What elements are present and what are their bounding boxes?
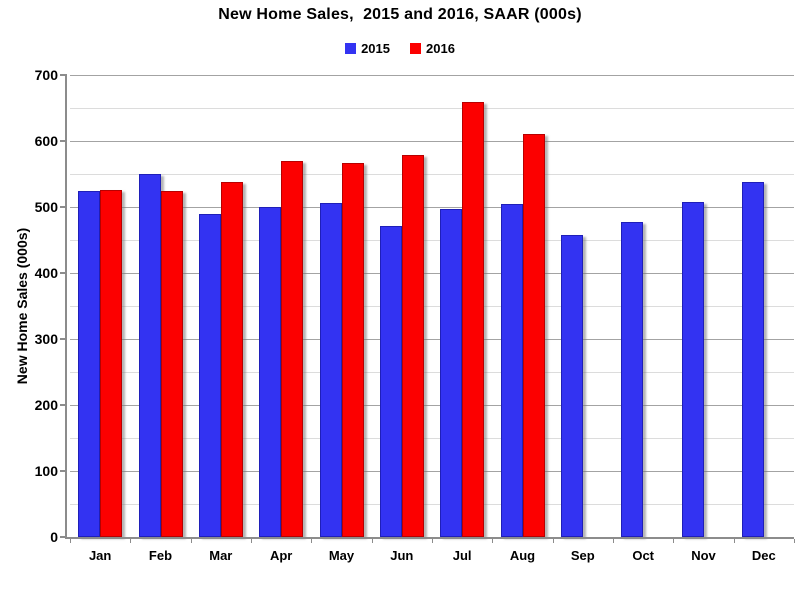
x-tick-label-Sep: Sep <box>570 548 595 563</box>
gridline-minor <box>70 174 794 175</box>
bar-2016-Jan <box>100 189 123 537</box>
x-tick-label-Jan: Jan <box>88 548 112 563</box>
gridline-minor <box>70 306 794 307</box>
y-tick-label: 500 <box>34 199 58 215</box>
y-tick-mark <box>60 272 65 274</box>
x-tick-label-Jul: Jul <box>452 548 472 563</box>
bar-2016-Jul <box>462 102 485 537</box>
gridline-minor <box>70 504 794 505</box>
bar-2016-Feb <box>160 191 183 537</box>
bar-2015-Sep <box>560 235 583 537</box>
bar-2015-Dec <box>741 181 764 537</box>
y-tick-mark <box>60 404 65 406</box>
x-tick-mark <box>432 539 433 543</box>
x-tick-mark <box>190 539 192 543</box>
bar-2015-Oct <box>621 222 644 537</box>
y-tick-label: 0 <box>50 529 58 545</box>
gridline-major <box>70 405 794 406</box>
y-tick-label: 600 <box>34 133 58 149</box>
gridline-major <box>70 207 794 208</box>
chart-title: New Home Sales, 2015 and 2016, SAAR (000… <box>218 6 582 23</box>
plot-area <box>70 75 794 537</box>
x-tick-label-May: May <box>328 548 355 563</box>
x-tick-label-Nov: Nov <box>691 548 716 563</box>
x-tick-mark <box>70 539 71 543</box>
x-tick-label-Oct: Oct <box>632 548 654 563</box>
bar-2016-May <box>341 163 364 537</box>
y-tick-mark <box>60 536 65 538</box>
legend-item-2016: 2016 <box>410 41 455 56</box>
y-tick-label: 400 <box>34 265 58 281</box>
legend-label: 2016 <box>426 40 455 56</box>
bar-2015-Mar <box>198 214 221 537</box>
gridline-major <box>70 75 794 76</box>
x-tick-mark <box>733 539 735 543</box>
gridline-minor <box>70 108 794 109</box>
x-tick-label-Apr: Apr <box>269 548 293 563</box>
y-axis-line <box>65 74 67 539</box>
bar-2015-Jun <box>379 226 402 537</box>
y-tick-mark <box>60 140 65 142</box>
bar-2015-Feb <box>138 174 161 537</box>
x-tick-label-Dec: Dec <box>751 548 776 563</box>
y-tick-mark <box>60 470 65 472</box>
bar-2016-Apr <box>281 160 304 537</box>
gridline-major <box>70 141 794 142</box>
x-tick-mark <box>251 539 252 543</box>
x-tick-mark <box>613 539 614 543</box>
bar-2015-Jul <box>440 208 463 537</box>
y-tick-mark <box>60 206 65 208</box>
legend-swatch-2016 <box>410 42 421 54</box>
x-tick-label-Feb: Feb <box>148 548 173 563</box>
bar-2015-Aug <box>500 204 523 537</box>
x-tick-mark <box>130 539 132 543</box>
gridline-minor <box>70 438 794 439</box>
legend: 2015 2016 <box>0 40 800 56</box>
x-tick-mark <box>311 539 313 543</box>
gridline-major <box>70 471 794 472</box>
bar-2015-Apr <box>259 207 282 537</box>
x-tick-mark <box>492 539 494 543</box>
x-tick-label-Mar: Mar <box>209 548 233 563</box>
gridline-minor <box>70 372 794 373</box>
x-tick-mark <box>552 539 554 543</box>
x-tick-label-Jun: Jun <box>390 548 414 563</box>
y-tick-mark <box>60 338 65 340</box>
bar-2016-Mar <box>220 181 243 537</box>
x-tick-mark <box>794 539 795 543</box>
gridline-major <box>70 339 794 340</box>
bar-2015-May <box>319 203 342 537</box>
bar-2016-Aug <box>522 134 545 537</box>
legend-label: 2015 <box>361 40 390 56</box>
x-tick-label-Aug: Aug <box>509 548 536 563</box>
x-axis-line <box>65 537 794 539</box>
y-tick-label: 700 <box>34 67 58 83</box>
legend-swatch-2015 <box>345 42 357 54</box>
y-tick-label: 300 <box>34 331 58 347</box>
y-tick-label: 200 <box>34 397 58 413</box>
gridline-major <box>70 273 794 274</box>
bar-2016-Jun <box>401 154 424 537</box>
x-tick-mark <box>673 539 675 543</box>
y-axis-title: New Home Sales (000s) <box>14 227 30 385</box>
gridline-minor <box>70 240 794 241</box>
legend-item-2015: 2015 <box>345 41 390 56</box>
y-tick-label: 100 <box>34 463 58 479</box>
bar-2015-Nov <box>681 201 704 537</box>
bar-2015-Jan <box>78 191 101 537</box>
x-tick-mark <box>371 539 373 543</box>
y-tick-mark <box>60 74 65 76</box>
